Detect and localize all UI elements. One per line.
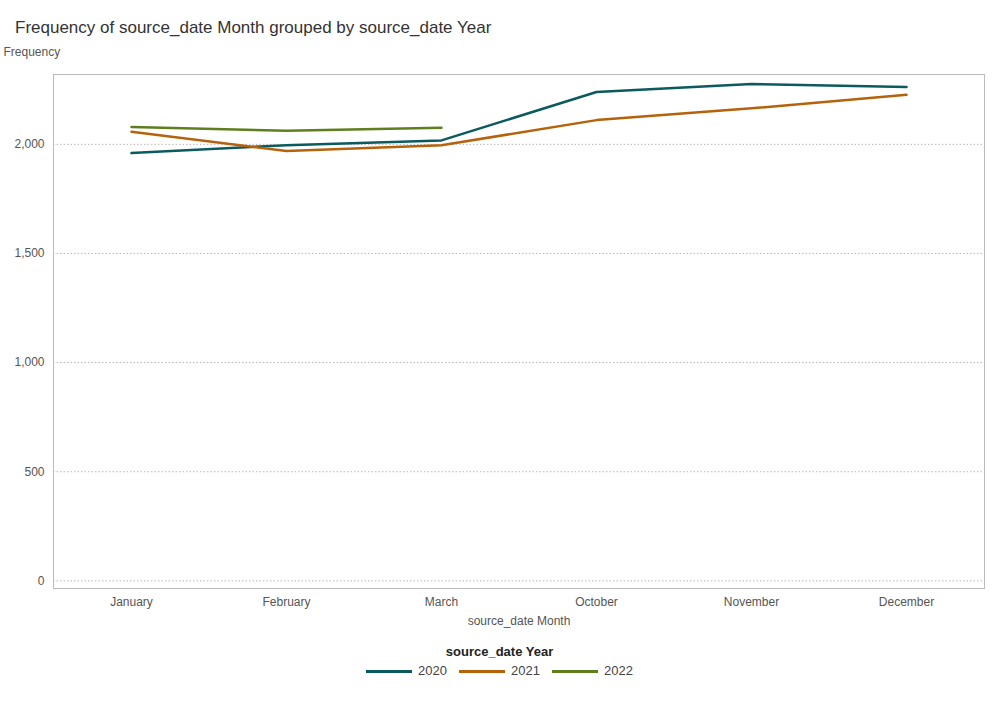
html-text:2020: 2020 (418, 663, 447, 678)
svg-text:1,500: 1,500 (14, 246, 44, 260)
svg-text:source_date Month: source_date Month (468, 614, 571, 628)
svg-text:2,000: 2,000 (14, 137, 44, 151)
svg-text:February: February (262, 595, 310, 609)
svg-text:January: January (110, 595, 153, 609)
svg-text:November: November (724, 595, 779, 609)
svg-text:March: March (425, 595, 458, 609)
svg-text:December: December (879, 595, 934, 609)
html-text:Frequency of source_date Month: Frequency of source_date Month grouped b… (15, 18, 492, 37)
html-text:2021: 2021 (511, 663, 540, 678)
html-text:source_date Year: source_date Year (445, 644, 554, 659)
svg-text:0: 0 (38, 574, 45, 588)
svg-text:500: 500 (24, 465, 44, 479)
svg-text:October: October (575, 595, 618, 609)
html-text:2022: 2022 (604, 663, 633, 678)
svg-text:1,000: 1,000 (14, 355, 44, 369)
svg-text:Frequency: Frequency (4, 45, 61, 59)
